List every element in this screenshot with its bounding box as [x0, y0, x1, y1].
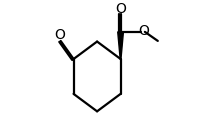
Text: O: O [138, 24, 149, 38]
Text: O: O [55, 29, 65, 42]
Polygon shape [118, 32, 123, 59]
Text: O: O [115, 2, 126, 16]
